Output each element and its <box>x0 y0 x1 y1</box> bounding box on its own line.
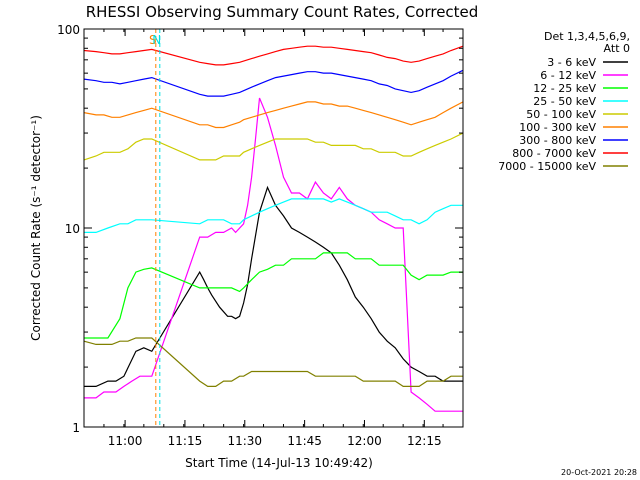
x-axis-label: Start Time (14-Jul-13 10:49:42) <box>185 456 373 470</box>
series-line-4 <box>84 198 463 233</box>
legend-label-6: 100 - 300 keV <box>519 121 596 134</box>
series-line-1 <box>84 185 463 387</box>
marker-label-2: N <box>152 33 161 47</box>
legend-label-9: 7000 - 15000 keV <box>498 160 596 173</box>
x-tick-label-2: 11:15 <box>168 434 203 448</box>
tick-labels: 11:00 11:15 11:30 11:45 12:00 12:15 1 10 100 <box>57 23 442 448</box>
series-line-3 <box>84 252 463 339</box>
legend-label-5: 50 - 100 keV <box>526 108 596 121</box>
x-tick-label-3: 11:30 <box>227 434 262 448</box>
y-tick-label-2: 10 <box>65 222 80 236</box>
series-line-7 <box>83 69 464 97</box>
legend-label-2: 6 - 12 keV <box>540 69 596 82</box>
legend-label-8: 800 - 7000 keV <box>512 147 596 160</box>
axes-layer <box>83 28 464 428</box>
chart-title: RHESSI Observing Summary Count Rates, Co… <box>86 3 479 21</box>
legend-header-line-1: Det 1,3,4,5,6,9, <box>544 30 630 43</box>
legend-label-1: 3 - 6 keV <box>547 56 596 69</box>
y-axis-label: Corrected Count Rate (s⁻¹ detector⁻¹) <box>29 115 43 341</box>
legend-label-4: 25 - 50 keV <box>533 95 596 108</box>
plot-area <box>84 29 463 427</box>
series-line-9 <box>83 337 463 387</box>
x-tick-label-4: 11:45 <box>287 434 322 448</box>
y-tick-label-3: 100 <box>57 23 80 37</box>
markers-layer: SN <box>149 29 161 427</box>
legend-label-7: 300 - 800 keV <box>519 134 596 147</box>
legend-label-3: 12 - 25 keV <box>533 82 596 95</box>
series-line-5 <box>83 132 464 161</box>
x-tick-label-5: 12:00 <box>347 434 382 448</box>
series-line-6 <box>83 101 464 129</box>
timestamp: 20-Oct-2021 20:28 <box>561 468 637 477</box>
y-tick-label-1: 1 <box>72 421 80 435</box>
series-line-8 <box>83 45 464 66</box>
x-tick-label-1: 11:00 <box>108 434 143 448</box>
marker-label-1: S <box>149 33 157 47</box>
plot-background <box>84 29 463 427</box>
x-tick-label-6: 12:15 <box>407 434 442 448</box>
legend-header-line-2: Att 0 <box>604 42 630 55</box>
